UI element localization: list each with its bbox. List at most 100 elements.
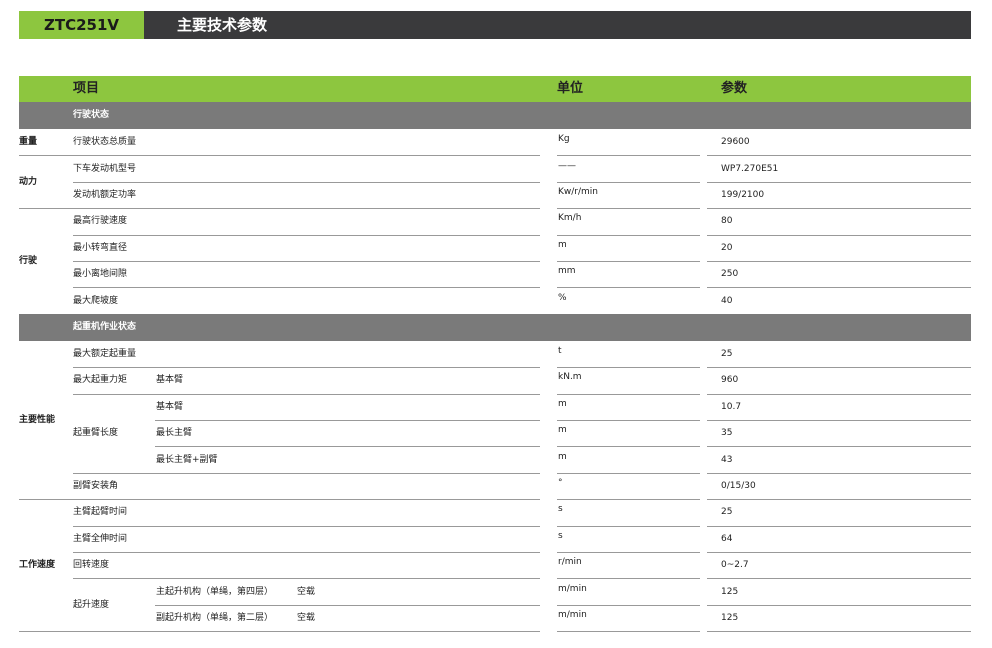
item: 最小离地间隙 bbox=[73, 269, 128, 280]
row-line bbox=[19, 155, 540, 157]
row-line bbox=[557, 287, 700, 289]
value: 80 bbox=[721, 216, 733, 227]
unit: r/min bbox=[558, 557, 582, 568]
row-line bbox=[155, 604, 540, 606]
row-line bbox=[707, 234, 971, 236]
item: 起重臂长度 bbox=[73, 428, 119, 439]
row-line bbox=[73, 181, 540, 183]
value: 125 bbox=[721, 613, 739, 623]
row-line bbox=[73, 261, 540, 262]
item: 最大额定起重量 bbox=[73, 349, 137, 359]
item: 行驶状态总质量 bbox=[73, 137, 137, 148]
row-line bbox=[707, 604, 971, 606]
category: 动力 bbox=[19, 176, 38, 187]
value: 35 bbox=[721, 428, 733, 439]
value: 0/15/30 bbox=[721, 481, 756, 491]
value: WP7.270E51 bbox=[721, 163, 779, 174]
unit: —— bbox=[558, 160, 576, 171]
row-line bbox=[73, 367, 540, 369]
value: 20 bbox=[721, 242, 733, 253]
row-line bbox=[73, 525, 540, 527]
unit: m/min bbox=[558, 610, 587, 620]
model: ZTC251V bbox=[43, 16, 120, 34]
row-line bbox=[73, 287, 540, 289]
row-line bbox=[707, 552, 971, 553]
row-line bbox=[557, 234, 700, 236]
row-line bbox=[707, 420, 971, 421]
row-line bbox=[707, 578, 971, 580]
row-line bbox=[557, 155, 700, 157]
item: 起升速度 bbox=[73, 599, 110, 610]
value: 25 bbox=[721, 507, 733, 518]
row-line bbox=[557, 552, 700, 553]
value: 199/2100 bbox=[721, 190, 765, 200]
row-line bbox=[557, 367, 700, 369]
unit: Kg bbox=[558, 134, 570, 145]
category: 工作速度 bbox=[19, 560, 56, 571]
item: 主臂起臂时间 bbox=[73, 507, 128, 518]
value: 25 bbox=[721, 349, 733, 359]
unit: mm bbox=[558, 266, 576, 277]
value: 125 bbox=[721, 586, 739, 597]
item: 主臂全伸时间 bbox=[73, 533, 128, 544]
row-line bbox=[19, 208, 540, 210]
row-line bbox=[19, 499, 540, 501]
row-line bbox=[707, 208, 971, 210]
row-line bbox=[707, 393, 971, 395]
sub-item: 基本臂 bbox=[156, 401, 184, 412]
section-title: 起重机作业状态 bbox=[73, 321, 137, 332]
row-line bbox=[557, 261, 700, 262]
item: 下车发动机型号 bbox=[73, 163, 137, 174]
section-bar bbox=[19, 313, 971, 341]
category: 重量 bbox=[19, 137, 38, 148]
row-line bbox=[557, 578, 700, 580]
sub-item: 主起升机构（单绳，第四层） bbox=[156, 586, 274, 597]
row-line bbox=[557, 631, 700, 633]
note: 空载 bbox=[297, 586, 316, 597]
row-line bbox=[557, 499, 700, 501]
value: 960 bbox=[721, 375, 739, 386]
row-line bbox=[707, 367, 971, 369]
row-line bbox=[707, 631, 971, 633]
row-line bbox=[707, 287, 971, 289]
value: 29600 bbox=[721, 137, 750, 148]
section-bar bbox=[19, 102, 971, 129]
column-header: 项目 bbox=[73, 81, 100, 96]
unit: s bbox=[558, 530, 563, 541]
row-line bbox=[707, 446, 971, 448]
unit: m bbox=[558, 398, 567, 409]
sub-item: 最长主臂+副臂 bbox=[156, 454, 218, 465]
row-line bbox=[707, 155, 971, 157]
unit: m bbox=[558, 239, 567, 250]
unit: m bbox=[558, 425, 567, 436]
row-line bbox=[557, 393, 700, 395]
row-line bbox=[557, 525, 700, 527]
row-line bbox=[557, 208, 700, 210]
value: 64 bbox=[721, 533, 733, 544]
sub-item: 副起升机构（单绳，第二层） bbox=[156, 613, 274, 623]
item: 最大起重力矩 bbox=[73, 375, 128, 386]
unit: Kw/r/min bbox=[558, 187, 598, 197]
row-line bbox=[707, 472, 971, 474]
row-line bbox=[73, 472, 540, 474]
row-line bbox=[155, 420, 540, 421]
item: 副臂安装角 bbox=[73, 481, 119, 491]
row-line bbox=[73, 552, 540, 553]
item: 回转速度 bbox=[73, 560, 110, 571]
column-header: 参数 bbox=[721, 81, 748, 96]
row-line bbox=[19, 631, 540, 633]
unit: t bbox=[558, 346, 562, 356]
value: 10.7 bbox=[721, 401, 742, 412]
unit: m/min bbox=[558, 583, 587, 594]
unit: ° bbox=[558, 478, 563, 488]
value: 40 bbox=[721, 295, 733, 306]
item: 最高行驶速度 bbox=[73, 216, 128, 227]
unit: % bbox=[558, 292, 567, 303]
model-box: ZTC251V bbox=[19, 11, 144, 39]
row-line bbox=[557, 604, 700, 606]
value: 0~2.7 bbox=[721, 560, 749, 571]
sub-item: 基本臂 bbox=[156, 375, 184, 386]
row-line bbox=[707, 181, 971, 183]
row-line bbox=[73, 393, 540, 395]
title: 主要技术参数 bbox=[177, 16, 268, 34]
